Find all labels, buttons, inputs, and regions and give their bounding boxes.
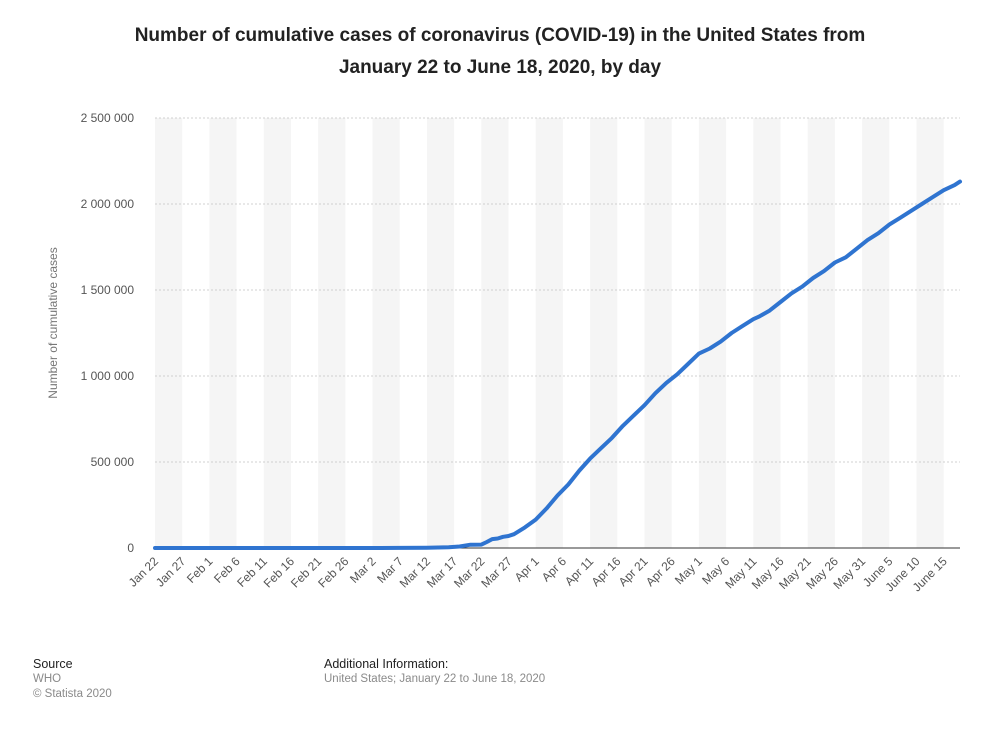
plot-band (862, 118, 890, 548)
chart-title-line-1: Number of cumulative cases of coronaviru… (134, 25, 866, 46)
x-tick-label: Feb 1 (184, 554, 216, 586)
plot-band (426, 118, 455, 548)
x-tick-label: Apr 1 (512, 554, 542, 584)
plot-band (155, 118, 183, 548)
y-tick-label: 1 500 000 (81, 283, 135, 297)
line-chart: 0 500 000 1 000 000 1 500 000 2 000 000 2 500… (46, 111, 962, 594)
plot-band (372, 118, 400, 548)
y-tick-label: 1 000 000 (81, 369, 135, 383)
y-tick-label: 2 000 000 (81, 197, 135, 211)
plot-band (263, 118, 291, 548)
x-tick-label: Mar 27 (478, 554, 515, 591)
additional-info-block: Additional Information: United States; J… (324, 657, 545, 687)
y-axis-tick-labels: 0 500 000 1 000 000 1 500 000 2 000 000 2 500… (81, 111, 135, 555)
plot-band (698, 118, 727, 548)
additional-info-text: United States; January 22 to June 18, 20… (324, 673, 546, 685)
plot-band (916, 118, 944, 548)
x-tick-label: May 1 (672, 554, 705, 587)
additional-info-label: Additional Information: (324, 657, 449, 671)
x-tick-label: Jan 22 (126, 554, 162, 590)
plot-band (209, 118, 237, 548)
y-tick-label: 2 500 000 (81, 111, 135, 125)
source-label: Source (33, 657, 73, 671)
x-tick-label: Apr 21 (616, 554, 651, 589)
plot-band (590, 118, 618, 548)
chart-title-line-2: January 22 to June 18, 2020, by day (338, 57, 662, 78)
plot-band (644, 118, 672, 548)
plot-band (481, 118, 509, 548)
y-tick-label: 0 (127, 541, 134, 555)
y-tick-label: 500 000 (91, 455, 135, 469)
x-tick-label: Apr 26 (643, 554, 678, 589)
x-tick-label: Jan 27 (153, 554, 189, 590)
source-block: Source WHO © Statista 2020 (33, 657, 112, 702)
plot-band (753, 118, 781, 548)
series-line (153, 179, 962, 550)
y-axis-label: Number of cumulative cases (46, 247, 60, 398)
plot-background-bands (155, 118, 944, 548)
source-name: WHO (33, 673, 62, 685)
copyright-text: © Statista 2020 (33, 688, 112, 700)
plot-band (535, 118, 563, 548)
x-tick-label: Mar 2 (347, 554, 379, 586)
plot-band (807, 118, 835, 548)
series-layer (153, 179, 962, 550)
plot-band (318, 118, 346, 548)
x-tick-label: Apr 16 (589, 554, 624, 589)
x-tick-label: Feb 26 (315, 554, 352, 591)
chart-title: Number of cumulative cases of coronaviru… (40, 20, 960, 84)
